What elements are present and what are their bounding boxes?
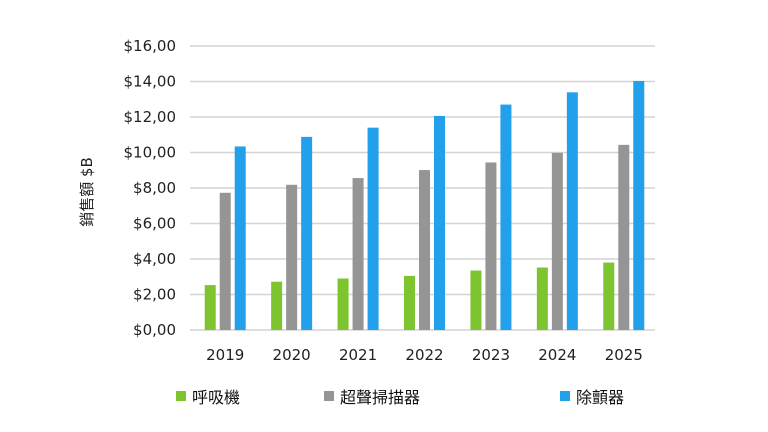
bar [404, 275, 415, 330]
x-tick-label: 2019 [206, 346, 244, 364]
bar [500, 104, 512, 330]
bar [551, 152, 563, 330]
bar [633, 80, 645, 330]
y-axis-label: 銷售額 $B [78, 157, 96, 227]
bar [367, 127, 379, 331]
y-tick-label: $8,00 [133, 179, 176, 197]
bar [566, 92, 578, 330]
bar [434, 115, 445, 330]
y-tick-label: $16,00 [124, 37, 177, 55]
bar [419, 170, 430, 330]
x-tick-label: 2023 [472, 346, 510, 364]
legend-label: 呼吸機 [192, 388, 241, 407]
x-tick-label: 2021 [339, 346, 377, 364]
legend-label: 超聲掃描器 [340, 388, 421, 407]
bar [536, 267, 548, 330]
bar [470, 270, 482, 330]
bar [234, 146, 246, 330]
bar [352, 178, 364, 330]
bar [337, 278, 349, 330]
x-tick-label: 2020 [273, 346, 311, 364]
legend-swatch [176, 391, 186, 401]
legend-item: 除顫器 [560, 384, 624, 408]
bar [219, 192, 231, 330]
bar [301, 136, 313, 330]
bar [603, 262, 615, 330]
y-tick-label: $4,00 [133, 250, 176, 268]
y-tick-label: $6,00 [133, 215, 176, 233]
legend-item: 超聲掃描器 [324, 384, 420, 408]
y-tick-label: $14,00 [124, 73, 177, 91]
y-tick-label: $12,00 [124, 108, 177, 126]
legend-swatch [560, 391, 570, 401]
x-tick-label: 2022 [405, 346, 443, 364]
legend-item: 呼吸機 [176, 384, 240, 408]
legend-swatch [324, 391, 334, 401]
y-tick-label: $2,00 [133, 286, 176, 304]
x-tick-label: 2025 [605, 346, 643, 364]
bar [485, 162, 497, 330]
bar [286, 184, 298, 330]
y-tick-label: $10,00 [124, 144, 177, 162]
bar [204, 285, 216, 330]
bar [271, 281, 283, 330]
x-tick-label: 2024 [538, 346, 576, 364]
legend-label: 除顫器 [576, 388, 625, 407]
bar [618, 144, 630, 330]
y-tick-label: $0,00 [133, 321, 176, 339]
